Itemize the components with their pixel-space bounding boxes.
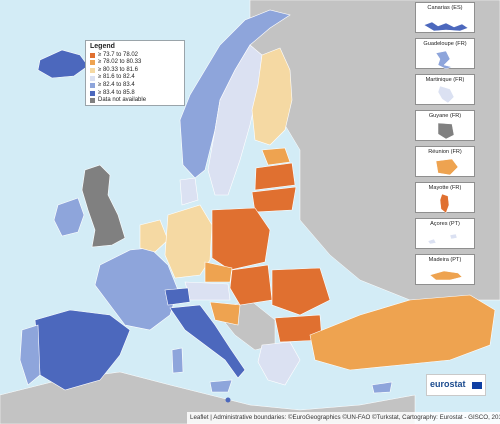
inset-label: Canarias (ES) [427, 5, 463, 11]
region-ireland[interactable] [53, 197, 85, 237]
region-turkey[interactable] [309, 294, 496, 371]
inset-box: Canarias (ES) [415, 2, 475, 33]
legend-label: ≥ 82.4 to 83.4 [98, 81, 135, 88]
inset-map [429, 270, 463, 281]
inset-map [435, 158, 459, 176]
legend-item: ≥ 73.7 to 78.02 [90, 52, 180, 60]
region-czechia[interactable] [204, 261, 233, 283]
legend-item: ≥ 81.6 to 82.4 [90, 74, 180, 82]
inset-map [423, 21, 469, 32]
inset-label: Réunion (FR) [428, 149, 462, 155]
logo-text: eurostat [430, 379, 466, 389]
region-portugal[interactable] [19, 324, 41, 386]
inset-map [437, 122, 455, 140]
region-benelux[interactable] [139, 219, 169, 253]
region-austria[interactable] [184, 281, 231, 301]
legend-label: Data not available [98, 97, 147, 104]
legend-item: ≥ 83.4 to 85.8 [90, 90, 180, 98]
legend-item: ≥ 82.4 to 83.4 [90, 82, 180, 90]
region-estonia[interactable] [261, 147, 291, 166]
inset-map [435, 50, 453, 69]
inset-box: Açores (PT) [415, 218, 475, 249]
region-norway[interactable] [179, 9, 291, 179]
inset-region[interactable] [423, 21, 469, 32]
inset-region[interactable] [427, 233, 458, 245]
inset-box: Réunion (FR) [415, 146, 475, 177]
region-iceland[interactable] [37, 49, 89, 79]
region-slovakia-hungary[interactable] [229, 264, 273, 306]
region-united-kingdom[interactable] [81, 164, 126, 248]
region-croatia-slovenia[interactable] [209, 301, 241, 326]
legend-item: ≥ 80.33 to 81.6 [90, 67, 180, 75]
inset-region[interactable] [437, 85, 455, 104]
eurostat-logo: eurostat [426, 374, 486, 396]
inset-label: Mayotte (FR) [428, 185, 462, 191]
region-cyprus[interactable] [371, 381, 393, 394]
inset-region[interactable] [435, 50, 453, 69]
legend-swatch [90, 75, 95, 81]
eu-flag-icon [472, 382, 482, 389]
region-sardinia[interactable] [171, 347, 184, 374]
region-malta[interactable] [225, 397, 231, 403]
legend-title: Legend [90, 43, 115, 50]
inset-box: Guadeloupe (FR) [415, 38, 475, 69]
inset-region[interactable] [429, 270, 463, 281]
region-poland[interactable] [211, 207, 271, 271]
inset-region[interactable] [437, 122, 455, 140]
inset-label: Madeira (PT) [428, 257, 462, 263]
legend-swatch [90, 60, 95, 66]
legend-item: Data not available [90, 97, 180, 105]
legend-item: ≥ 78.02 to 80.33 [90, 59, 180, 67]
inset-region[interactable] [439, 193, 450, 213]
region-romania[interactable] [271, 267, 331, 316]
map-legend: Legend ≥ 73.7 to 78.02 ≥ 78.02 to 80.33 ≥ … [85, 40, 185, 106]
inset-label: Martinique (FR) [425, 77, 465, 83]
inset-box: Martinique (FR) [415, 74, 475, 105]
legend-label: ≥ 80.33 to 81.6 [98, 66, 138, 73]
inset-map [439, 193, 450, 213]
inset-label: Açores (PT) [430, 221, 460, 227]
region-sicily[interactable] [209, 379, 233, 393]
inset-box: Guyane (FR) [415, 110, 475, 141]
region-switzerland[interactable] [164, 287, 191, 306]
legend-swatch [90, 52, 95, 58]
inset-box: Madeira (PT) [415, 254, 475, 285]
inset-map [437, 85, 455, 104]
legend-swatch [90, 83, 95, 89]
legend-swatch [90, 68, 95, 74]
region-latvia[interactable] [254, 162, 296, 191]
inset-region[interactable] [435, 158, 459, 176]
region-greece[interactable] [257, 341, 301, 386]
legend-label: ≥ 78.02 to 80.33 [98, 59, 142, 66]
region-denmark[interactable] [179, 177, 199, 206]
legend-swatch [90, 98, 95, 104]
legend-label: ≥ 83.4 to 85.8 [98, 89, 135, 96]
inset-map [427, 233, 458, 245]
map-attribution[interactable]: Leaflet | Administrative boundaries: ©Eu… [187, 412, 500, 424]
north-africa-land [0, 371, 416, 424]
inset-label: Guyane (FR) [428, 113, 462, 119]
legend-label: ≥ 73.7 to 78.02 [98, 51, 138, 58]
region-lithuania[interactable] [251, 186, 297, 213]
inset-label: Guadeloupe (FR) [423, 41, 467, 47]
region-finland[interactable] [251, 47, 293, 146]
region-italy[interactable] [169, 304, 246, 379]
inset-box: Mayotte (FR) [415, 182, 475, 213]
legend-swatch [90, 90, 95, 96]
legend-label: ≥ 81.6 to 82.4 [98, 74, 135, 81]
